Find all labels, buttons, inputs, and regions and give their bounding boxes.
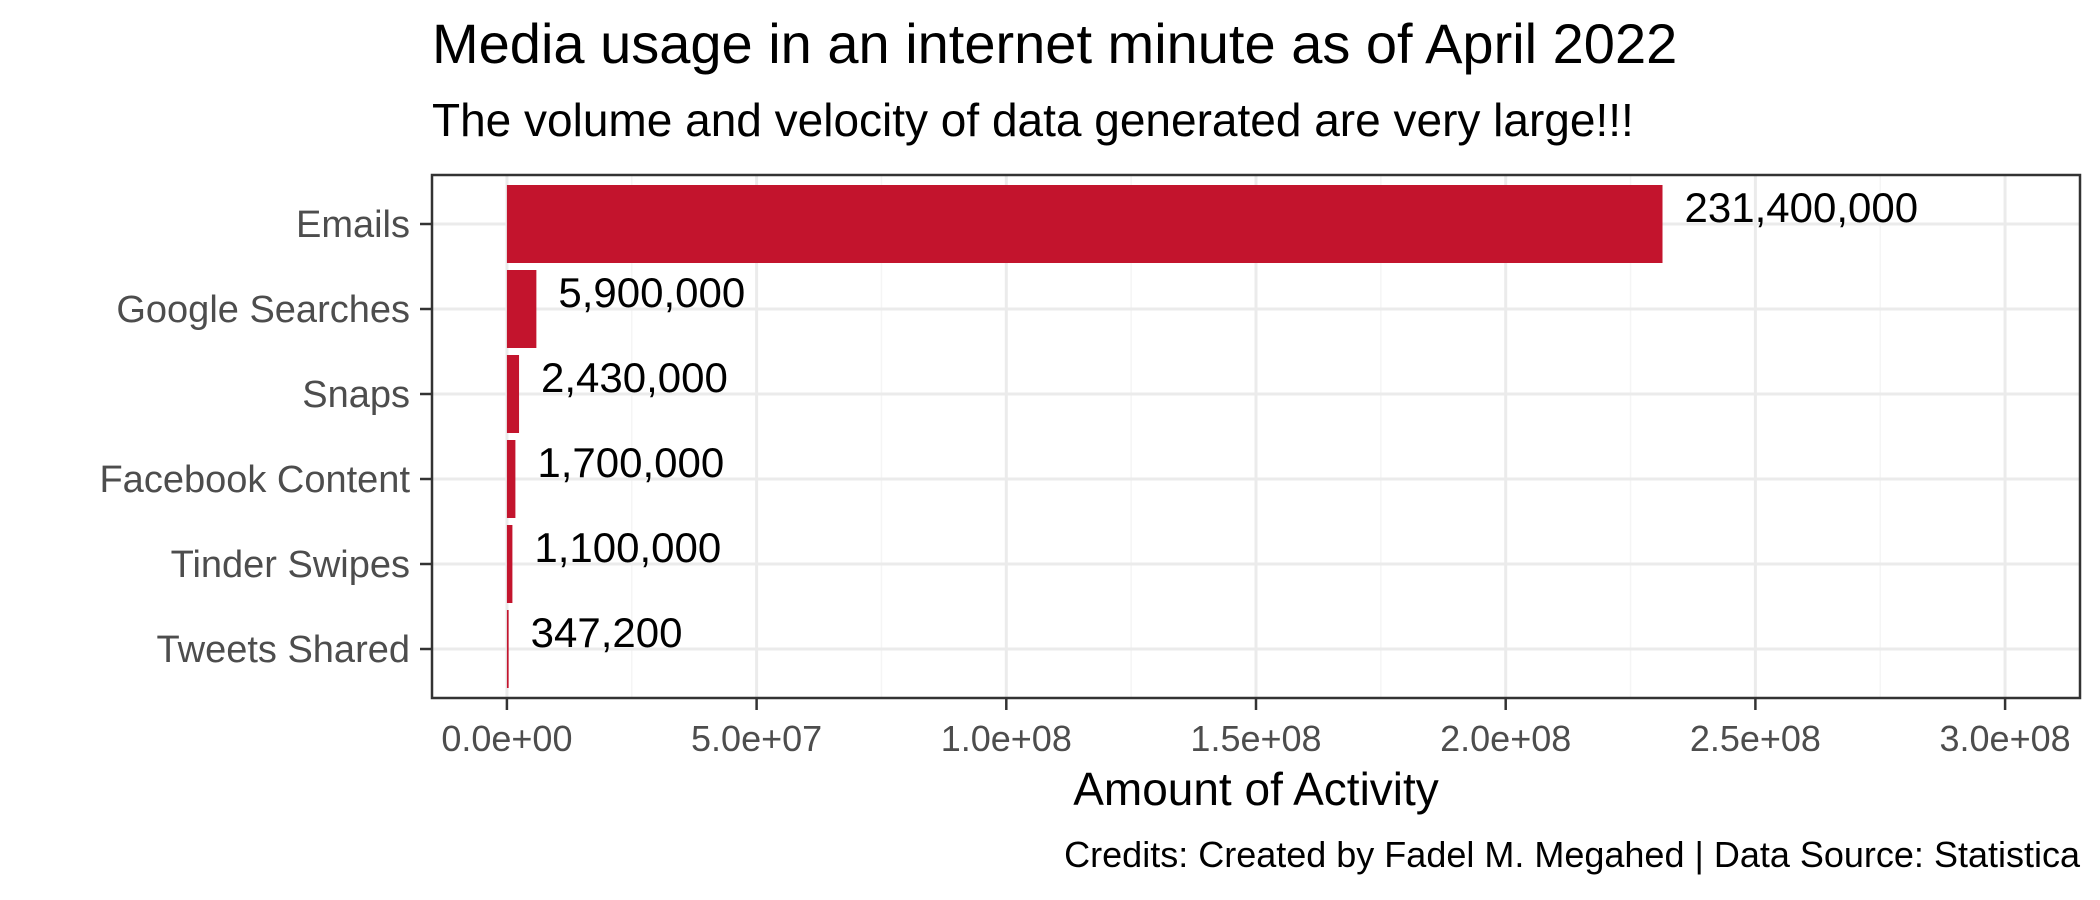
bar-snaps [506, 355, 520, 433]
value-label: 2,430,000 [541, 354, 728, 401]
x-tick-label: 1.5e+08 [1190, 718, 1321, 759]
x-tick-label: 0.0e+00 [441, 718, 572, 759]
bar-facebook-content [506, 440, 516, 518]
value-labels: 231,400,000 5,900,000 2,430,000 1,700,000 1,… [531, 184, 1918, 656]
bar-google-searches [506, 270, 537, 348]
chart-subtitle: The volume and velocity of data generate… [432, 94, 1634, 146]
value-label: 1,100,000 [534, 524, 721, 571]
y-tick-label: Google Searches [116, 289, 410, 331]
y-tick-label: Tweets Shared [157, 629, 410, 671]
bar-tinder-swipes [506, 525, 513, 603]
y-tick-label: Emails [296, 204, 410, 246]
y-axis: Emails Google Searches Snaps Facebook Conte… [99, 204, 432, 671]
bar-emails [506, 185, 1663, 263]
x-tick-label: 5.0e+07 [691, 718, 822, 759]
y-tick-label: Facebook Content [99, 459, 410, 501]
x-tick-label: 2.5e+08 [1690, 718, 1821, 759]
y-tick-label: Tinder Swipes [171, 544, 410, 586]
x-tick-label: 2.0e+08 [1440, 718, 1571, 759]
value-label: 1,700,000 [537, 439, 724, 486]
x-axis: 0.0e+00 5.0e+07 1.0e+08 1.5e+08 2.0e+08 2.5e+… [441, 698, 2071, 759]
x-axis-title: Amount of Activity [1073, 763, 1439, 815]
bars [506, 185, 1663, 688]
value-label: 347,200 [531, 609, 683, 656]
x-tick-label: 3.0e+08 [1940, 718, 2071, 759]
y-tick-label: Snaps [302, 374, 410, 416]
bar-tweets-shared [506, 610, 509, 688]
value-label: 5,900,000 [558, 269, 745, 316]
chart-title: Media usage in an internet minute as of … [432, 12, 1677, 75]
value-label: 231,400,000 [1685, 184, 1919, 231]
chart-caption: Credits: Created by Fadel M. Megahed | D… [1064, 834, 2081, 875]
x-tick-label: 1.0e+08 [941, 718, 1072, 759]
